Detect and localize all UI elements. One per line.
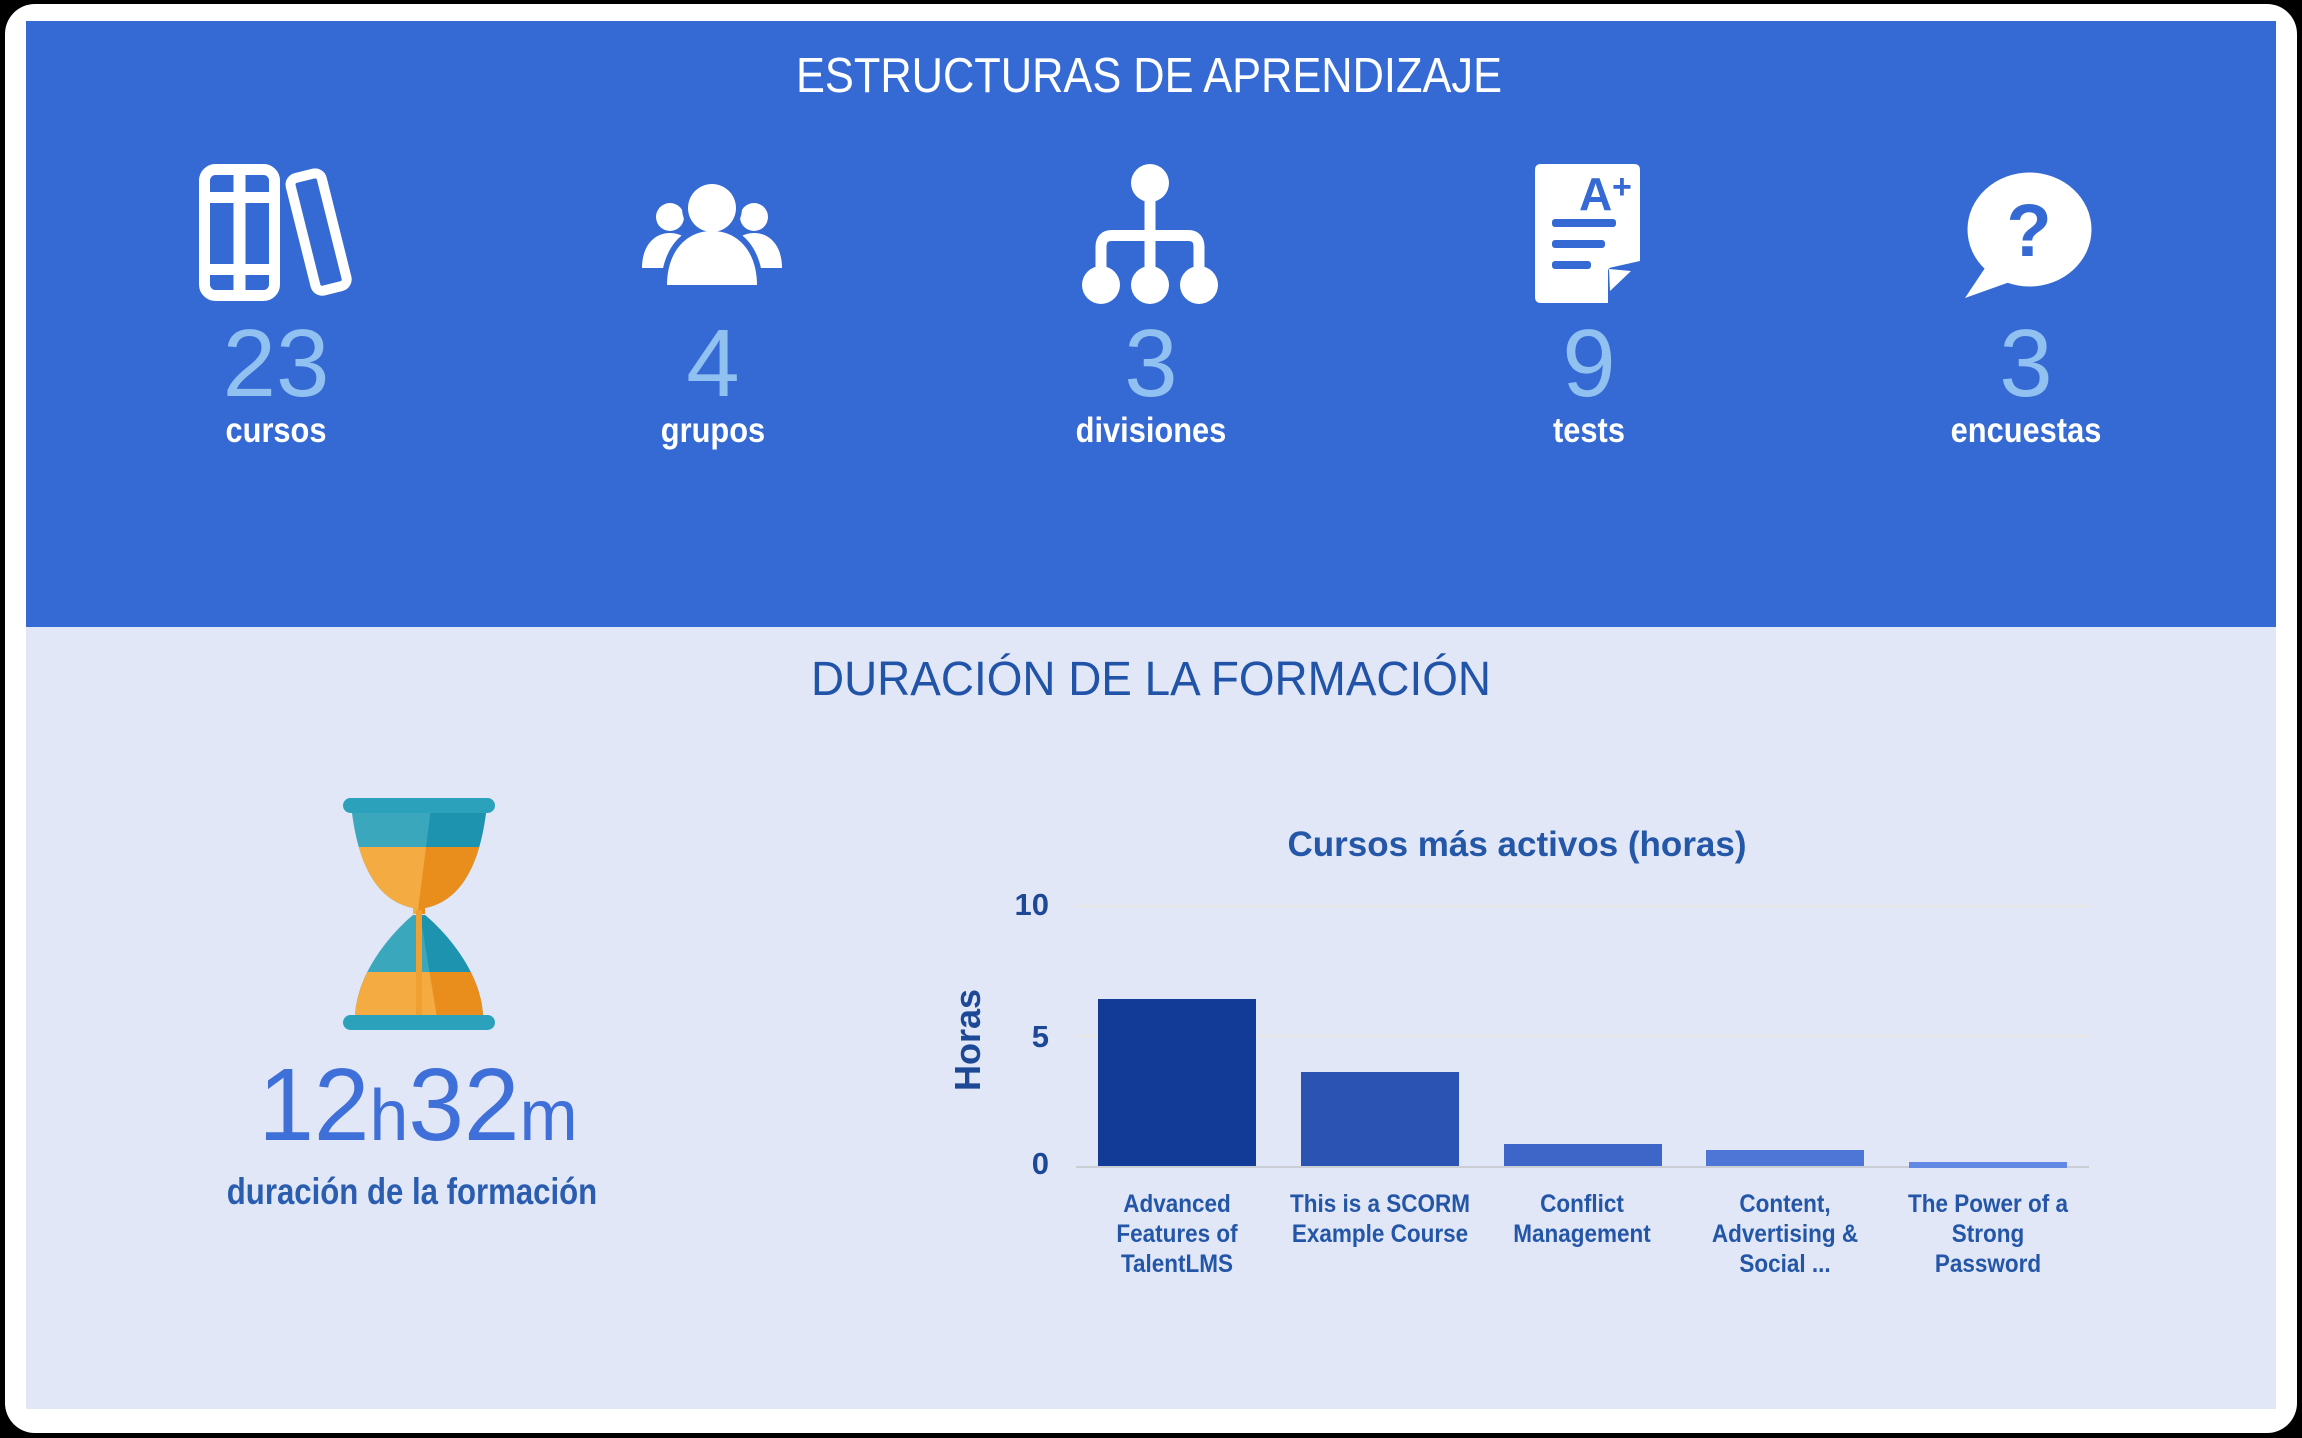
svg-text:A: A <box>1579 168 1612 220</box>
svg-text:+: + <box>1612 168 1632 206</box>
svg-text:?: ? <box>2006 189 2051 272</box>
